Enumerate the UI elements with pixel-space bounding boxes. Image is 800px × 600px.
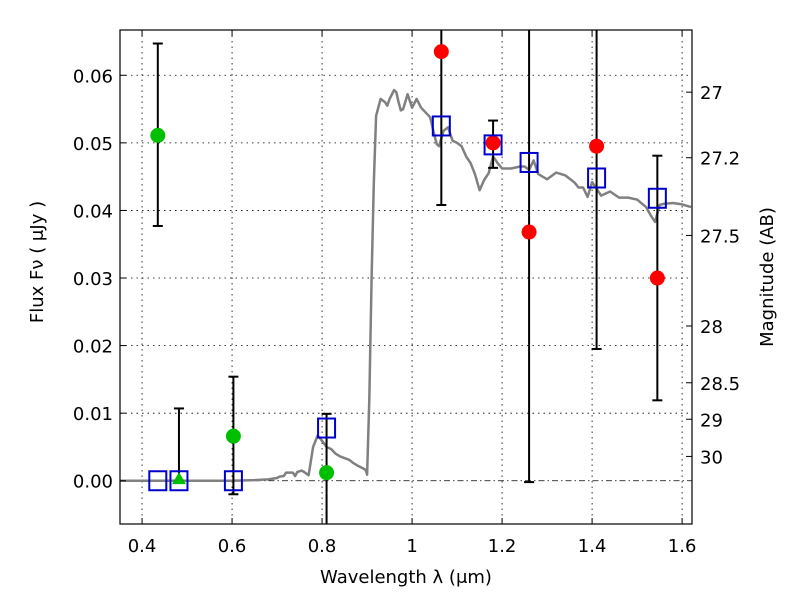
x-axis-label: Wavelength λ (μm) (320, 567, 492, 588)
observed-point (433, 44, 449, 60)
model-photometry-square (431, 115, 451, 137)
model-photometry-square (483, 134, 503, 156)
x-tick-label: 0.8 (308, 536, 337, 557)
y-tick-label: 0.06 (73, 66, 113, 87)
x-tick-label: 1 (406, 536, 417, 557)
model-photometry-square (519, 151, 539, 173)
y-axis-label: Flux Fν ( μJy ) (27, 201, 48, 323)
axes-frame (119, 29, 693, 525)
model-photometry-square (587, 167, 607, 189)
right-tick-label: 27 (700, 83, 723, 104)
right-tick-label: 29 (700, 410, 723, 431)
spectrum-layer (120, 88, 692, 482)
model-photometry-square (169, 470, 189, 492)
x-tick-label: 0.4 (128, 536, 157, 557)
right-tick-label: 28.5 (700, 374, 740, 395)
x-tick-label: 1.2 (488, 536, 517, 557)
y-axis-right-label: Magnitude (AB) (757, 207, 778, 347)
x-tick-label: 1.6 (668, 536, 697, 557)
observed-point (319, 465, 335, 481)
model-photometry-square (317, 417, 337, 439)
model-photometry-square (647, 187, 667, 209)
model-photometry-square (223, 470, 243, 492)
model-spectrum-line (120, 88, 692, 482)
x-tick-label: 1.4 (578, 536, 607, 557)
y-tick-label: 0.03 (73, 269, 113, 290)
observed-point (485, 135, 501, 151)
y-tick-label: 0.02 (73, 337, 113, 358)
right-tick-label: 28 (700, 317, 723, 338)
tick-layer: 0.4 0.6 0.8 1 1.2 1.4 1.6 0.00 0.01 0.02 0.03 0.04 0… (73, 30, 740, 557)
errorbar-layer (152, 30, 663, 524)
right-tick-label: 30 (700, 447, 723, 468)
observed-point (225, 428, 241, 444)
observed-point (649, 270, 665, 286)
observed-point (589, 138, 605, 154)
x-tick-label: 0.6 (218, 536, 247, 557)
marker-layer (148, 44, 667, 492)
y-tick-label: 0.05 (73, 134, 113, 155)
y-tick-label: 0.00 (73, 472, 113, 493)
observed-point (150, 127, 166, 143)
y-tick-label: 0.04 (73, 201, 113, 222)
right-tick-label: 27.5 (700, 226, 740, 247)
observed-point-triangle (171, 472, 186, 485)
model-photometry-square (148, 470, 168, 492)
grid-layer (120, 30, 692, 524)
right-tick-label: 27.2 (700, 149, 740, 170)
observed-point (521, 224, 537, 240)
plot-frame (119, 29, 693, 525)
y-tick-label: 0.01 (73, 404, 113, 425)
